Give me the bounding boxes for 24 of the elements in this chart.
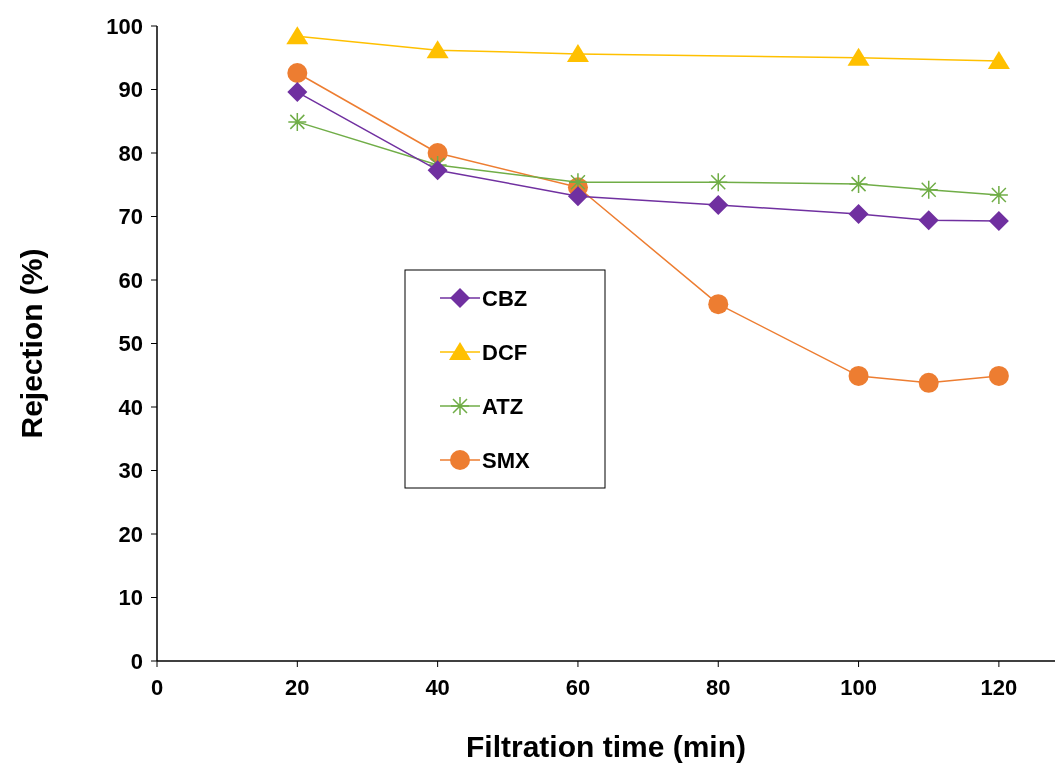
y-tick-label: 90 [118,77,143,103]
y-tick-label: 10 [118,585,143,611]
legend-label: ATZ [482,393,524,419]
y-tick-label: 100 [106,13,143,39]
x-tick-label: 100 [840,675,877,700]
y-tick-label: 20 [118,521,143,547]
y-axis-title: Rejection (%) [15,248,48,439]
y-tick-label: 0 [130,648,143,674]
y-tick-label: 60 [118,267,143,293]
legend-label: DCF [482,339,528,365]
y-tick-label: 70 [118,204,143,230]
y-tick-label: 50 [118,331,143,357]
y-tick-label: 30 [118,458,143,484]
legend-label: SMX [482,447,530,473]
x-tick-label: 20 [285,675,310,700]
x-tick-label: 0 [150,675,164,700]
x-tick-label: 120 [980,675,1018,700]
y-tick-label: 80 [118,140,143,166]
legend-label: CBZ [482,285,528,311]
x-tick-label: 80 [706,675,731,700]
y-tick-label: 40 [118,394,143,420]
x-tick-label: 40 [425,675,450,700]
x-axis-title: Filtration time (min) [466,730,746,763]
x-tick-label: 60 [565,675,591,700]
